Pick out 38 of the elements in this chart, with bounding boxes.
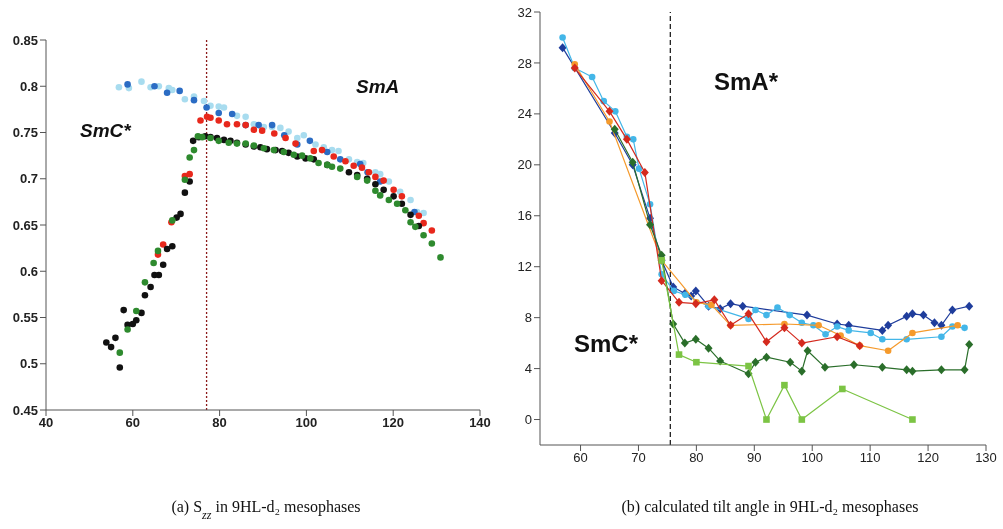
text: (b) calculated tilt angle in 9HL-d₂ mesophases [621,498,919,516]
x-tick-label: 100 [295,415,318,431]
x-tick-label: 100 [801,450,824,466]
y-tick-label: 28 [517,55,532,71]
y-tick-label: 0.55 [12,310,38,326]
y-tick-label: 16 [517,208,532,224]
y-tick-label: 0.65 [12,217,38,233]
x-tick-label: 70 [631,450,646,466]
x-tick-label: 60 [573,450,588,466]
x-tick-label: 80 [212,415,227,431]
y-tick-label: 0.6 [19,263,38,279]
y-tick-label: 0.8 [19,78,38,94]
y-tick-label: 0 [524,412,532,428]
x-tick-label: 90 [747,450,762,466]
y-tick-label: 20 [517,157,532,173]
y-tick-label: 8 [524,310,532,326]
x-tick-label: 80 [689,450,704,466]
y-tick-label: 0.85 [12,32,38,48]
x-tick-label: 130 [975,450,997,466]
x-tick-label: 120 [917,450,939,466]
y-tick-label: 0.45 [12,402,38,418]
y-tick-label: 32 [517,4,532,20]
annotation: SmC* [574,330,639,358]
y-tick-label: 12 [517,259,532,275]
x-tick-label: 140 [469,415,491,431]
x-tick-label: 110 [859,450,881,466]
y-tick-label: 4 [524,361,532,377]
text: (a) S$_{zz}$ in 9HL-d₂ mesophases [171,498,361,522]
x-tick-label: 120 [382,415,405,431]
y-tick-label: 0.7 [19,171,38,187]
y-tick-label: 0.5 [19,356,38,372]
x-tick-label: 60 [125,415,141,431]
y-tick-label: 24 [517,106,532,122]
y-tick-label: 0.75 [12,125,38,141]
annotation: SmC* [80,120,131,142]
x-tick-label: 40 [38,415,54,431]
annotation: SmA* [714,68,779,96]
annotation: SmA [356,76,400,98]
